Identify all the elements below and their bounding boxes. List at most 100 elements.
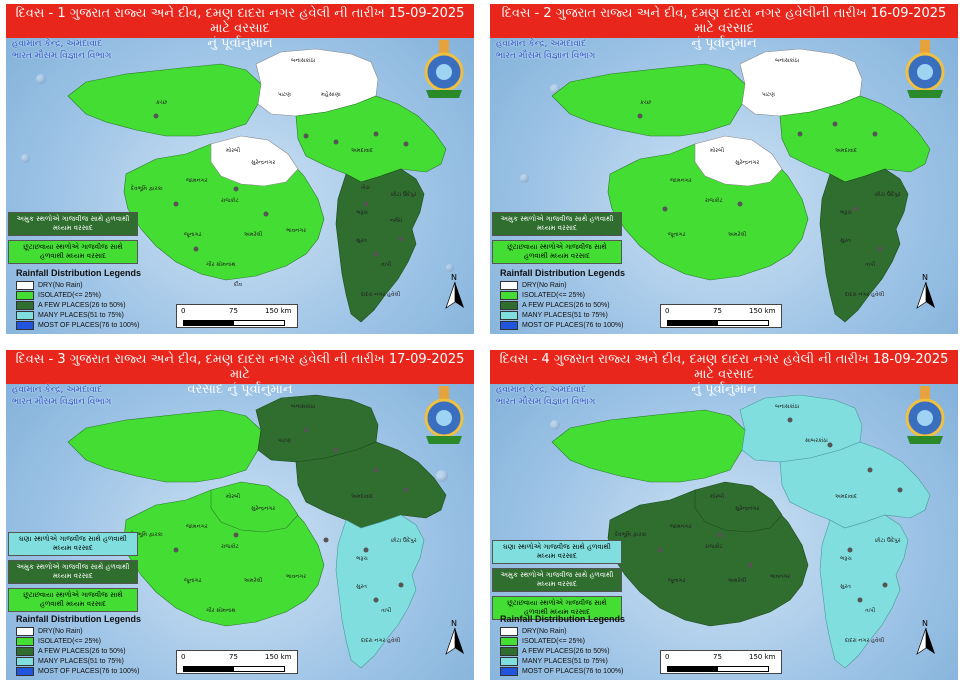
- office-name: હવામાન કેન્દ્ર, અમદાવાદ ભારત મૌસમ વિજ્ઞાન…: [496, 39, 596, 61]
- district-label: ભરૂચ: [840, 556, 852, 562]
- category-box: અમુક સ્થળોએ ગાજવીજ સાથે હળવાથી મધ્યમ વરસ…: [8, 560, 138, 584]
- rainfall-legend: Rainfall Distribution Legends DRY(No Rai…: [500, 268, 660, 330]
- imd-emblem: [424, 386, 464, 444]
- district-label: ભરૂચ: [356, 210, 368, 216]
- district-label: ભરૂચ: [840, 210, 852, 216]
- north-arrow-icon: N: [916, 619, 935, 655]
- district-label: જૂનાગઢ: [668, 232, 686, 238]
- district-label: છોટા ઉદેપુર: [391, 537, 417, 544]
- district-label: ભરૂચ: [356, 556, 368, 562]
- north-arrow-icon: N: [916, 273, 935, 309]
- district-label: દાદરા નગર હવેલી: [845, 637, 885, 644]
- district-label: રાજકોટ: [221, 543, 240, 550]
- district-label: અમદાવાદ: [835, 148, 857, 154]
- district-label: તાપી: [865, 261, 876, 268]
- district-label: બનાસકાંઠા: [775, 403, 800, 410]
- office-name: હવામાન કેન્દ્ર, અમદાવાદ ભારત મૌસમ વિજ્ઞાન…: [12, 39, 112, 61]
- gujarat-map: બનાસકાંઠા સાબરકાંઠા મોરબી સુરેન્દ્રનગર જ…: [551, 394, 931, 669]
- district-label: દીવ: [234, 281, 243, 288]
- district-label: સુરેન્દ્રનગર: [735, 159, 759, 166]
- panel-title: દિવસ - 3 ગુજરાત રાજ્ય અને દીવ, દમણ દાદરા…: [6, 350, 474, 397]
- rainfall-legend: Rainfall Distribution Legends DRY(No Rai…: [16, 268, 176, 330]
- category-boxes: અમુક સ્થળોએ ગાજવીજ સાથે હળવાથી મધ્યમ વરસ…: [8, 212, 138, 268]
- district-label: દેવભૂમિ દ્વારકા: [131, 185, 164, 192]
- district-label: ભાવનગર: [770, 574, 790, 580]
- district-label: અમરેલી: [728, 231, 747, 238]
- rainfall-legend: Rainfall Distribution Legends DRY(No Rai…: [16, 614, 176, 676]
- panel-title: દિવસ - 2 ગુજરાત રાજ્ય અને દીવ, દમણ દાદરા…: [490, 4, 958, 51]
- legend-title: Rainfall Distribution Legends: [500, 614, 626, 624]
- district-label: બનાસકાંઠા: [291, 403, 316, 410]
- district-label: અમરેલી: [728, 577, 747, 584]
- category-box: છૂટાછવાયા સ્થળોએ ગાજવીજ સાથે હળવાથી મધ્ય…: [8, 240, 138, 264]
- forecast-panel-day1: કચ્છ બનાસકાંઠા પાટણ મહેસાણા મોરબી સુરેન્…: [6, 4, 474, 334]
- forecast-panel-day3: બનાસકાંઠા પાટણ મોરબી સુરેન્દ્રનગર જામનગર…: [6, 350, 474, 680]
- office-name: હવામાન કેન્દ્ર, અમદાવાદ ભારત મૌસમ વિજ્ઞાન…: [496, 385, 596, 407]
- district-label: પાટણ: [762, 92, 775, 98]
- district-label: બનાસકાંઠા: [775, 57, 800, 64]
- scale-bar: 0 75 150 km: [660, 650, 782, 674]
- district-label: કચ્છ: [640, 100, 652, 106]
- district-label: અમદાવાદ: [835, 494, 857, 500]
- district-label: ગીર સોમનાથ: [206, 261, 236, 268]
- district-label: જૂનાગઢ: [184, 232, 202, 238]
- district-label: જામનગર: [186, 178, 208, 184]
- district-label: દેવભૂમિ દ્વારકા: [131, 531, 164, 538]
- svg-text:N: N: [922, 619, 928, 628]
- district-label: છોટા ઉદેપુર: [875, 537, 901, 544]
- district-label: અમરેલી: [244, 231, 263, 238]
- district-label: રાજકોટ: [221, 197, 240, 204]
- category-boxes: ઘણા સ્થળોએ ગાજવીજ સાથે હળવાથી મધ્યમ વરસા…: [492, 540, 622, 624]
- north-arrow-icon: N: [445, 273, 464, 309]
- category-box: અમુક સ્થળોએ ગાજવીજ સાથે હળવાથી મધ્યમ વરસ…: [8, 212, 138, 236]
- legend-title: Rainfall Distribution Legends: [16, 614, 142, 624]
- district-label: અમદાવાદ: [351, 148, 373, 154]
- district-label: સુરેન્દ્રનગર: [251, 159, 275, 166]
- north-arrow-icon: N: [445, 619, 464, 655]
- svg-text:N: N: [922, 273, 928, 282]
- category-box: ઘણા સ્થળોએ ગાજવીજ સાથે હળવાથી મધ્યમ વરસા…: [492, 540, 622, 564]
- category-box: અમુક સ્થળોએ ગાજવીજ સાથે હળવાથી મધ્યમ વરસ…: [492, 568, 622, 592]
- district-label: છોટા ઉદેપુર: [391, 191, 417, 198]
- district-label: ભાવનગર: [286, 228, 306, 234]
- district-label: સુરેન્દ્રનગર: [251, 505, 275, 512]
- category-box: ઘણા સ્થળોએ ગાજવીજ સાથે હળવાથી મધ્યમ વરસા…: [8, 532, 138, 556]
- gujarat-map: કચ્છ બનાસકાંઠા પાટણ મોરબી સુરેન્દ્રનગર જ…: [551, 48, 931, 323]
- svg-text:N: N: [451, 273, 457, 282]
- district-label: તાપી: [381, 261, 392, 268]
- district-label: કચ્છ: [156, 100, 168, 106]
- district-label: સાબરકાંઠા: [805, 437, 828, 444]
- district-label: મોરબી: [710, 147, 725, 154]
- district-label: સુરત: [840, 238, 851, 244]
- panel-title: દિવસ - 4 ગુજરાત રાજ્ય અને દીવ, દમણ દાદરા…: [490, 350, 958, 397]
- category-boxes: ઘણા સ્થળોએ ગાજવીજ સાથે હળવાથી મધ્યમ વરસા…: [8, 532, 138, 616]
- category-box: છૂટાછવાયા સ્થળોએ ગાજવીજ સાથે હળવાથી મધ્ય…: [8, 588, 138, 612]
- district-label: પાટણ: [278, 92, 291, 98]
- district-label: જૂનાગઢ: [668, 578, 686, 584]
- imd-emblem: [905, 40, 945, 98]
- district-label: રાજકોટ: [705, 197, 724, 204]
- panel-title: દિવસ - 1 ગુજરાત રાજ્ય અને દીવ, દમણ દાદરા…: [6, 4, 474, 51]
- district-label: જામનગર: [186, 524, 208, 530]
- district-label: સુરેન્દ્રનગર: [735, 505, 759, 512]
- district-label: દાદરા નગર હવેલી: [361, 637, 401, 644]
- district-label: ગીર સોમનાથ: [206, 607, 236, 614]
- district-label: જામનગર: [670, 178, 692, 184]
- district-label: જામનગર: [670, 524, 692, 530]
- district-label: દાદરા નગર હવેલી: [845, 291, 885, 298]
- district-label: પાટણ: [278, 438, 291, 444]
- legend-title: Rainfall Distribution Legends: [500, 268, 626, 278]
- imd-emblem: [905, 386, 945, 444]
- district-label: સુરત: [840, 584, 851, 590]
- district-label: મોરબી: [226, 147, 241, 154]
- district-label: ખેડા: [361, 184, 371, 191]
- gujarat-map: કચ્છ બનાસકાંઠા પાટણ મહેસાણા મોરબી સુરેન્…: [67, 48, 447, 323]
- district-label: મહેસાણા: [321, 91, 341, 98]
- district-label: મોરબી: [710, 493, 725, 500]
- district-label: બનાસકાંઠા: [291, 57, 316, 64]
- district-label: છોટા ઉદેપુર: [875, 191, 901, 198]
- office-name: હવામાન કેન્દ્ર, અમદાવાદ ભારત મૌસમ વિજ્ઞાન…: [12, 385, 112, 407]
- forecast-panel-day4: બનાસકાંઠા સાબરકાંઠા મોરબી સુરેન્દ્રનગર જ…: [490, 350, 958, 680]
- district-label: તાપી: [381, 607, 392, 614]
- rainfall-legend: Rainfall Distribution Legends DRY(No Rai…: [500, 614, 660, 676]
